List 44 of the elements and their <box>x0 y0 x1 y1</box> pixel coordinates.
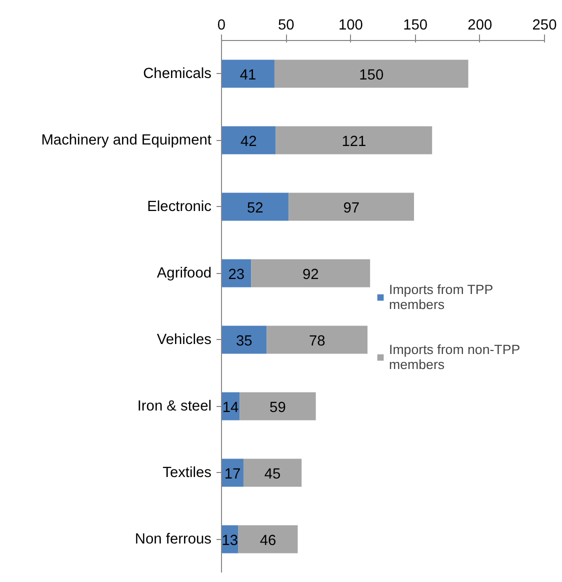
y-tick-label: Non ferrous <box>134 531 212 548</box>
y-tick-label: Iron & steel <box>137 398 212 414</box>
bar <box>288 192 414 221</box>
x-tick-label: 0 <box>217 18 226 34</box>
bar <box>274 60 468 88</box>
data-label: 14 <box>222 400 239 416</box>
y-tick-label: Vehicles <box>156 332 212 348</box>
x-tick-label: 250 <box>532 18 557 34</box>
x-tick-label: 200 <box>468 18 492 34</box>
bar <box>243 458 302 487</box>
bar <box>238 525 298 554</box>
data-label: 78 <box>308 333 326 350</box>
x-tick-label: 100 <box>338 18 363 34</box>
data-label: 41 <box>240 67 256 84</box>
data-label: 23 <box>228 266 245 283</box>
data-label: 45 <box>264 466 281 482</box>
data-label: 92 <box>302 266 319 283</box>
bar <box>222 192 289 221</box>
data-label: 97 <box>343 200 360 216</box>
x-tick-label: 50 <box>278 18 294 34</box>
y-tick-label: Machinery and Equipment <box>41 132 212 148</box>
data-label: 59 <box>270 400 286 416</box>
bar <box>276 126 432 154</box>
data-label: 121 <box>342 134 366 150</box>
bar <box>222 60 274 88</box>
y-tick-label: Agrifood <box>156 265 212 282</box>
bar <box>266 326 368 354</box>
legend-label: Imports from TPP members <box>389 282 494 312</box>
data-label: 35 <box>236 333 252 350</box>
bar <box>251 259 370 288</box>
bar <box>222 126 276 154</box>
y-tick-label: Electronic <box>147 198 212 215</box>
bar <box>222 326 267 354</box>
y-tick-label: Textiles <box>162 464 212 481</box>
x-tick-label: 150 <box>403 18 428 34</box>
data-label: 52 <box>246 200 264 216</box>
data-label: 150 <box>359 67 384 84</box>
bar <box>240 392 316 420</box>
data-label: 13 <box>222 532 238 549</box>
legend-label: Imports from non-TPP members <box>389 342 520 372</box>
data-label: 17 <box>224 466 241 482</box>
data-label: 46 <box>260 532 276 549</box>
y-tick-label: Chemicals <box>143 66 212 82</box>
data-label: 42 <box>240 134 257 150</box>
